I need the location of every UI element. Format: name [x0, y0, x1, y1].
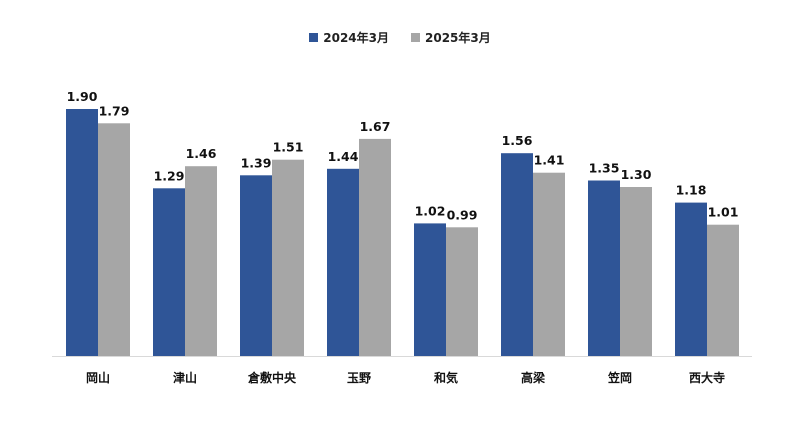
data-label-2024-0: 1.90: [67, 89, 98, 104]
bar-2025-2: [272, 159, 304, 356]
data-label-2024-4: 1.02: [415, 203, 446, 218]
x-tick-label-7: 西大寺: [689, 370, 725, 385]
x-tick-label-4: 和気: [433, 370, 458, 385]
bar-2025-0: [98, 123, 130, 356]
data-label-2025-4: 0.99: [447, 207, 478, 222]
x-tick-label-2: 倉敷中央: [247, 370, 297, 385]
bar-2024-6: [588, 180, 620, 356]
legend-item-2025: 2025年3月: [411, 29, 491, 46]
bar-2024-5: [501, 153, 533, 356]
data-label-2025-3: 1.67: [360, 119, 391, 134]
data-label-2025-2: 1.51: [273, 140, 304, 155]
legend-label-2025: 2025年3月: [425, 31, 491, 45]
legend: 2024年3月 2025年3月: [0, 29, 800, 46]
data-label-2025-6: 1.30: [621, 167, 652, 182]
data-label-2024-5: 1.56: [502, 133, 533, 148]
data-label-2025-5: 1.41: [534, 153, 565, 168]
legend-swatch-2024: [309, 33, 319, 42]
data-label-2025-7: 1.01: [708, 205, 739, 220]
bar-2024-0: [66, 109, 98, 356]
data-label-2024-6: 1.35: [589, 161, 620, 176]
data-label-2024-7: 1.18: [676, 183, 707, 198]
bar-2024-2: [240, 175, 272, 356]
legend-label-2024: 2024年3月: [323, 31, 389, 45]
bar-2025-3: [359, 138, 391, 356]
bar-2024-7: [675, 202, 707, 356]
x-tick-label-5: 高梁: [521, 370, 545, 385]
bar-2025-1: [185, 166, 217, 356]
bar-2025-5: [533, 172, 565, 356]
data-label-2024-3: 1.44: [328, 149, 359, 164]
data-label-2024-2: 1.39: [241, 155, 272, 170]
x-tick-label-1: 津山: [173, 370, 197, 385]
bar-2024-3: [327, 168, 359, 356]
x-tick-label-3: 玉野: [347, 371, 371, 385]
data-label-2025-0: 1.79: [99, 103, 130, 118]
legend-item-2024: 2024年3月: [309, 29, 389, 46]
data-label-2024-1: 1.29: [154, 168, 185, 183]
bar-2024-1: [153, 188, 185, 356]
bar-2025-6: [620, 187, 652, 356]
data-label-2025-1: 1.46: [186, 146, 217, 161]
legend-swatch-2025: [411, 33, 420, 42]
x-tick-label-6: 笠岡: [607, 370, 632, 385]
x-tick-label-0: 岡山: [86, 370, 110, 385]
bar-2024-4: [414, 223, 446, 356]
bar-2025-7: [707, 224, 739, 356]
bar-2025-4: [446, 227, 478, 356]
